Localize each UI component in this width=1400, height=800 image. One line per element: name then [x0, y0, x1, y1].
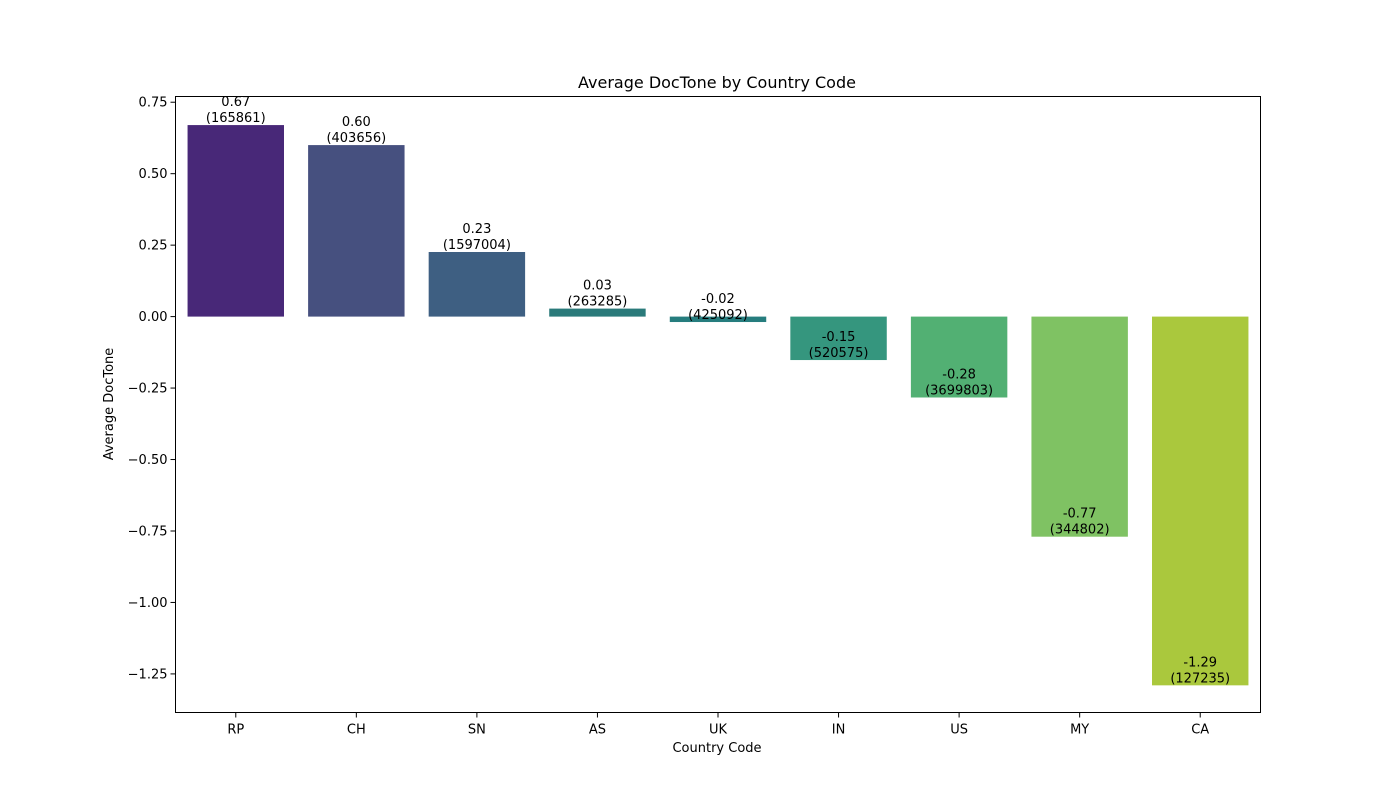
bar-value-label: -0.28	[942, 368, 976, 383]
bar-count-label: (344802)	[1050, 523, 1110, 538]
x-tick-label: IN	[832, 723, 846, 738]
x-tick-label: CH	[347, 723, 366, 738]
y-tick-label: 0.75	[139, 96, 168, 111]
bar-as	[549, 308, 646, 317]
bar-value-label: -0.02	[701, 292, 735, 307]
x-tick-label: CA	[1191, 723, 1209, 738]
bar-my	[1031, 316, 1128, 537]
bar-value-label: 0.03	[583, 279, 612, 294]
y-tick-label: −1.00	[128, 596, 168, 611]
bar-uk	[669, 316, 767, 323]
bar-us	[910, 316, 1008, 398]
bar-value-label: 0.23	[462, 222, 491, 237]
x-tick-label: UK	[709, 723, 728, 738]
y-axis-label: Average DocTone	[102, 348, 117, 461]
chart-title: Average DocTone by Country Code	[578, 73, 856, 92]
x-tick-label: MY	[1070, 723, 1089, 738]
y-axis: 0.75 0.50 0.25 0.00 −0.25 −0.50 −0.75 −1.00 −1.2…	[128, 96, 176, 682]
y-tick-label: −0.50	[128, 453, 168, 468]
bar-count-label: (1597004)	[443, 238, 511, 253]
bar-count-label: (425092)	[688, 308, 748, 323]
bar-count-label: (165861)	[206, 111, 266, 126]
bar-count-label: (263285)	[568, 295, 628, 310]
bar-rp	[187, 125, 284, 317]
bar-value-label: 0.67	[221, 95, 250, 110]
x-axis: RP CH SN AS UK IN US MY CA	[227, 712, 1209, 738]
x-tick-label: US	[950, 723, 968, 738]
bar-ch	[308, 145, 405, 317]
bar-value-label: -1.29	[1183, 655, 1217, 670]
bar-count-label: (3699803)	[925, 384, 993, 399]
x-axis-label: Country Code	[672, 741, 761, 756]
bars-layer	[187, 125, 1249, 686]
bar-ca	[1152, 316, 1249, 686]
bar-value-label: 0.60	[342, 115, 371, 130]
x-tick-label: RP	[227, 723, 244, 738]
bar-value-label: -0.15	[822, 330, 856, 345]
x-tick-label: AS	[589, 723, 606, 738]
x-tick-label: SN	[468, 723, 486, 738]
bar-in	[790, 316, 887, 361]
bar-count-label: (520575)	[809, 346, 869, 361]
y-tick-label: 0.00	[139, 310, 168, 325]
bar-value-label: -0.77	[1063, 507, 1097, 522]
bar-count-label: (127235)	[1170, 671, 1230, 686]
bar-count-label: (403656)	[326, 131, 386, 146]
bar-sn	[428, 252, 526, 317]
y-tick-label: −0.25	[128, 382, 168, 397]
data-labels-layer: (165861)0.67 (403656)0.60 (1597004)0.23 (26…	[206, 95, 1230, 686]
y-tick-label: −0.75	[128, 524, 168, 539]
y-tick-label: −1.25	[128, 667, 168, 682]
y-tick-label: 0.25	[139, 239, 168, 254]
y-tick-label: 0.50	[139, 167, 168, 182]
